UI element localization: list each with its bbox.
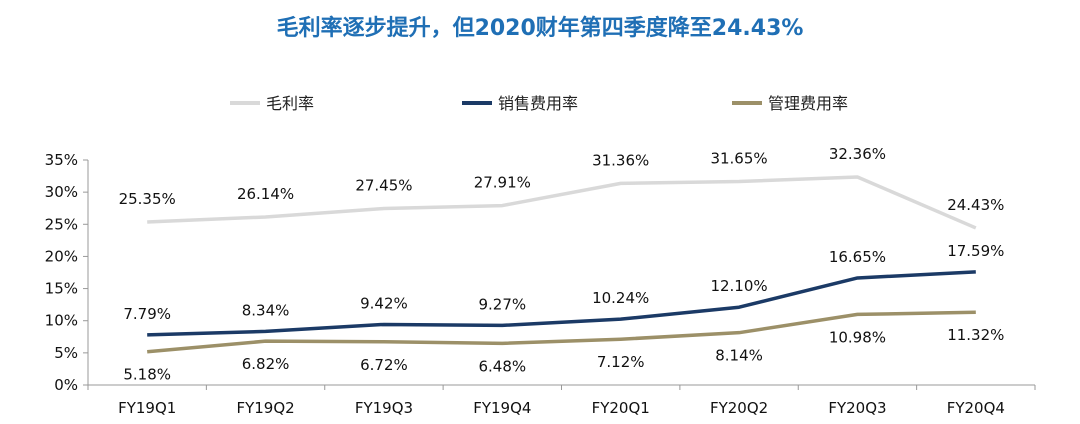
admin-expense-data-label: 6.72% [360,356,408,374]
legend-label: 管理费用率 [768,94,848,113]
gross-margin-data-label: 32.36% [829,145,886,163]
y-tick-label: 10% [45,312,78,330]
y-tick-label: 15% [45,280,78,298]
selling-expense-data-label: 16.65% [829,248,886,266]
admin-expense-data-label: 7.12% [597,353,645,371]
x-tick-label: FY19Q2 [236,399,294,417]
gross-margin-data-label: 24.43% [947,196,1004,214]
legend: 毛利率 销售费用率 管理费用率 [230,94,848,113]
selling-expense-data-label: 8.34% [242,301,290,319]
gross-margin-data-label: 31.36% [592,151,649,169]
gross-margin-line [147,175,977,230]
y-tick-label: 25% [45,215,78,233]
admin-expense-data-label: 11.32% [947,326,1004,344]
admin-expense-line [147,310,976,354]
x-tick-label: FY20Q3 [828,399,886,417]
selling-expense-line [147,270,976,337]
gross-margin-data-label: 27.45% [355,177,412,195]
selling-expense-data-label: 9.27% [478,295,526,313]
gross-margin-data-label: 27.91% [474,174,531,192]
y-tick-label: 0% [54,376,78,394]
y-tick-label: 20% [45,247,78,265]
x-tick-label: FY20Q1 [592,399,650,417]
admin-expense-data-label: 8.14% [715,347,763,365]
y-tick-label: 5% [54,344,78,362]
x-tick-label: FY19Q1 [118,399,176,417]
gross-margin-data-label: 31.65% [710,150,767,168]
y-tick-label: 30% [45,183,78,201]
x-tick-label: FY20Q2 [710,399,768,417]
selling-expense-data-label: 10.24% [592,289,649,307]
selling-expense-data-label: 17.59% [947,242,1004,260]
selling-expense-data-label: 12.10% [710,277,767,295]
admin-expense-data-label: 5.18% [123,366,171,384]
axes: 0% 5% 10% 15% 20% 25% 30% 35% FY19Q1 FY19Q2 FY19Q3… [45,151,1036,417]
x-tick-label: FY20Q4 [947,399,1005,417]
legend-label: 销售费用率 [498,94,578,113]
admin-expense-data-label: 6.82% [242,355,290,373]
x-tick-label: FY19Q4 [473,399,531,417]
data-labels: 25.35% 26.14% 27.45% 27.91% 31.36% 31.65% 32.3… [119,145,1005,384]
gross-margin-data-label: 26.14% [237,185,294,203]
chart-title: 毛利率逐步提升，但2020财年第四季度降至24.43% [276,16,804,41]
x-tick-label: FY19Q3 [355,399,413,417]
gross-margin-data-label: 25.35% [119,190,176,208]
selling-expense-data-label: 9.42% [360,294,408,312]
admin-expense-data-label: 6.48% [478,357,526,375]
selling-expense-data-label: 7.79% [123,305,171,323]
admin-expense-data-label: 10.98% [829,328,886,346]
y-tick-label: 35% [45,151,78,169]
series-lines [147,175,977,354]
legend-label: 毛利率 [266,94,314,113]
